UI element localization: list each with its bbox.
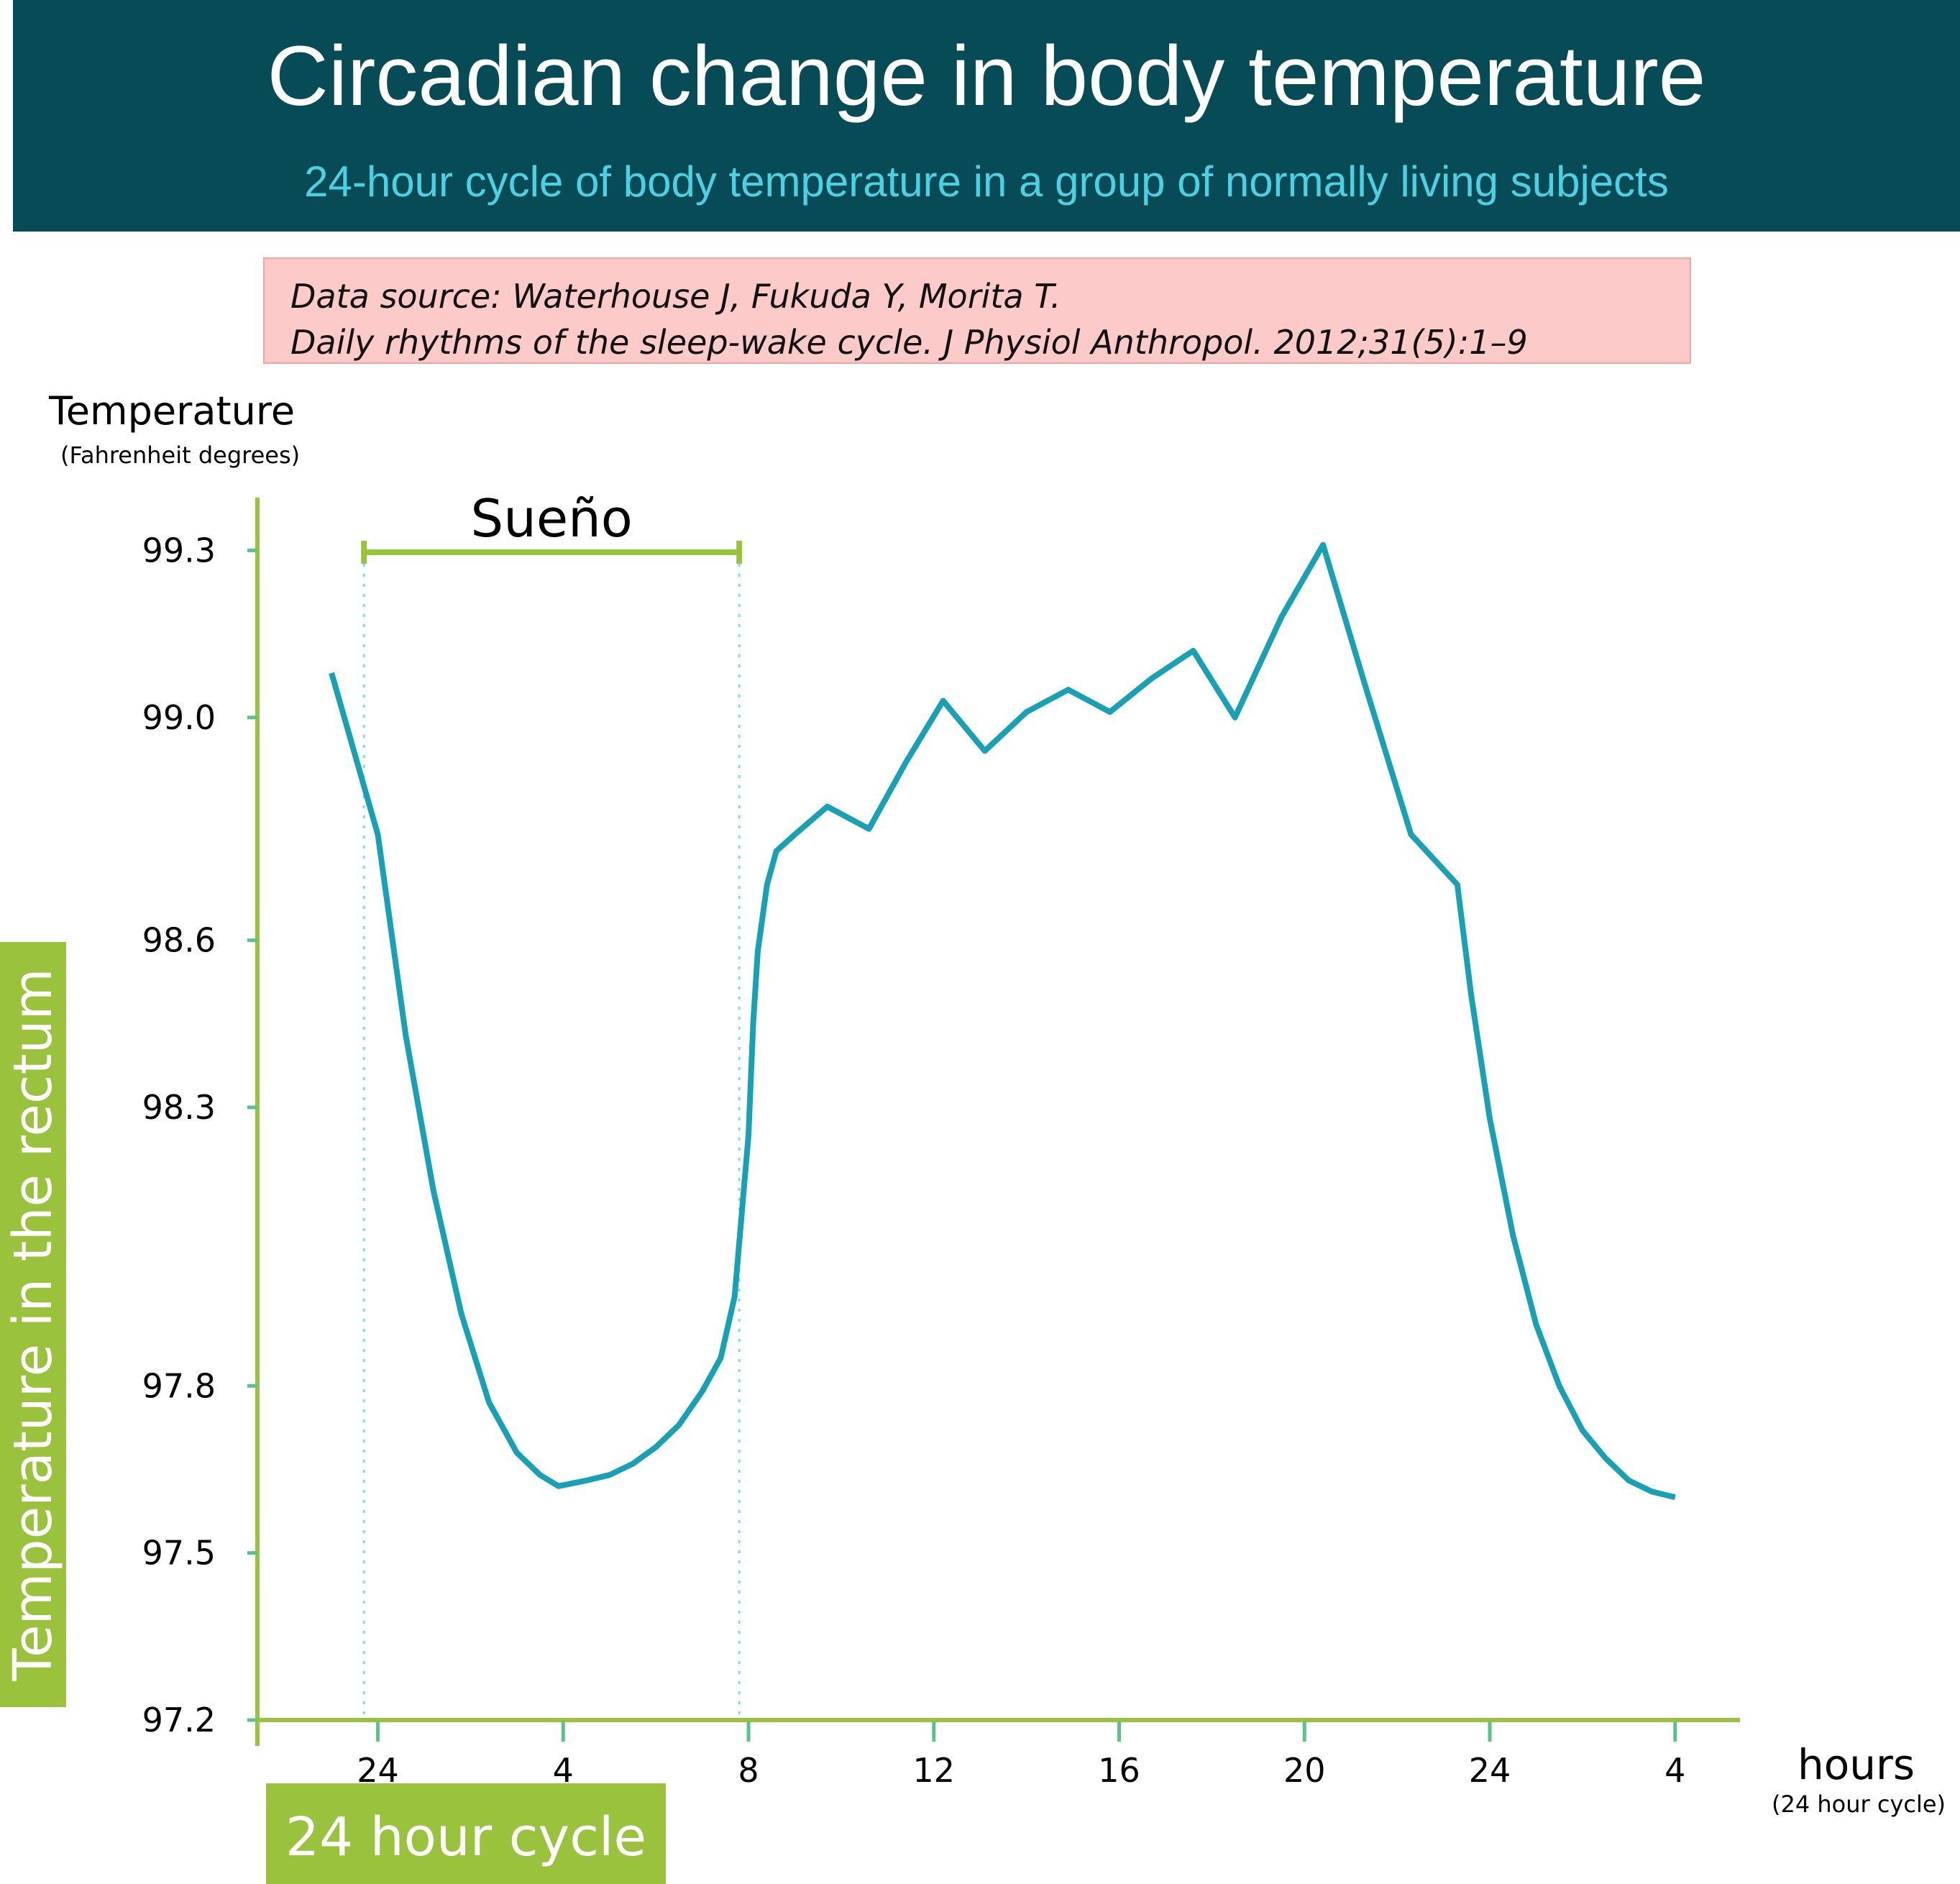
y-tick-label: 98.3 <box>142 1088 216 1127</box>
header-banner: Circadian change in body temperature 24-… <box>13 0 1960 232</box>
x-tick-label: 16 <box>1098 1751 1140 1790</box>
x-tick-label: 8 <box>738 1751 759 1790</box>
chart-subtitle: 24-hour cycle of body temperature in a g… <box>304 157 1669 206</box>
x-axis-title: hours <box>1798 1740 1915 1789</box>
y-tick-label: 97.2 <box>142 1701 216 1739</box>
rectum-temperature-label: Temperature in the rectum <box>0 942 66 1707</box>
y-tick-label: 97.8 <box>142 1366 216 1405</box>
source-line-2: Daily rhythms of the sleep-wake cycle. J… <box>290 323 1528 362</box>
y-axis-title: Temperature <box>49 388 296 434</box>
y-tick-label: 97.5 <box>142 1534 216 1573</box>
x-tick-label: 20 <box>1283 1751 1326 1790</box>
sleep-label: Sueño <box>471 488 633 549</box>
x-tick-label: 12 <box>913 1751 956 1790</box>
y-tick-label: 98.6 <box>142 921 216 960</box>
y-tick-label: 99.0 <box>142 698 216 737</box>
y-tick-label: 99.3 <box>142 531 216 570</box>
x-tick-label: 24 <box>1469 1751 1511 1790</box>
data-source-box: Data source: Waterhouse J, Fukuda Y, Mor… <box>263 257 1691 364</box>
temperature-series-line <box>329 541 1676 1501</box>
cycle-label: 24 hour cycle <box>266 1783 666 1884</box>
x-axis-unit: (24 hour cycle) <box>1772 1791 1946 1818</box>
y-axis-unit: (Fahrenheit degrees) <box>60 442 301 469</box>
x-tick-label: 4 <box>1664 1751 1685 1790</box>
chart-title: Circadian change in body temperature <box>267 29 1706 124</box>
source-line-1: Data source: Waterhouse J, Fukuda Y, Mor… <box>290 277 1061 316</box>
